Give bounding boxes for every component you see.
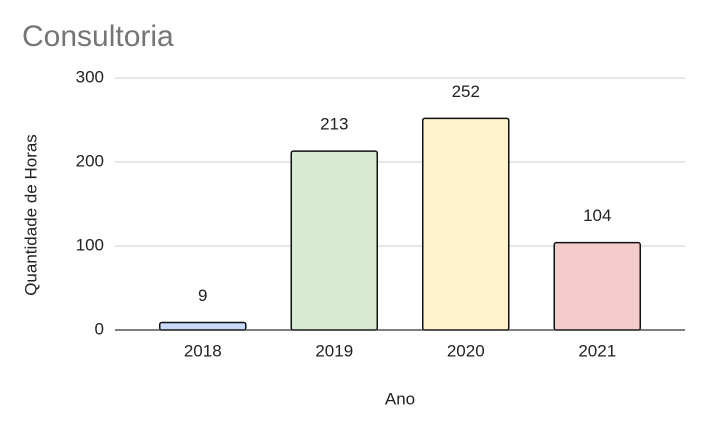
bar [553,241,641,331]
y-tick-label: 100 [76,235,104,254]
x-tick-label: 2021 [578,341,616,360]
chart-title: Consultoria [22,20,174,53]
y-axis-title: Quantidade de Horas [21,134,40,296]
bar [422,117,510,331]
bar [159,321,247,331]
x-tick-label: 2020 [447,341,485,360]
x-tick-label: 2019 [315,341,353,360]
y-tick-label: 0 [95,319,104,338]
value-label: 252 [452,82,480,101]
x-axis-title: Ano [385,389,415,408]
x-tick-label: 2018 [184,341,222,360]
value-label: 9 [198,286,207,305]
value-label: 104 [583,206,611,225]
y-tick-label: 200 [76,151,104,170]
value-label: 213 [320,115,348,134]
y-tick-label: 300 [76,67,104,86]
bar [290,150,378,331]
